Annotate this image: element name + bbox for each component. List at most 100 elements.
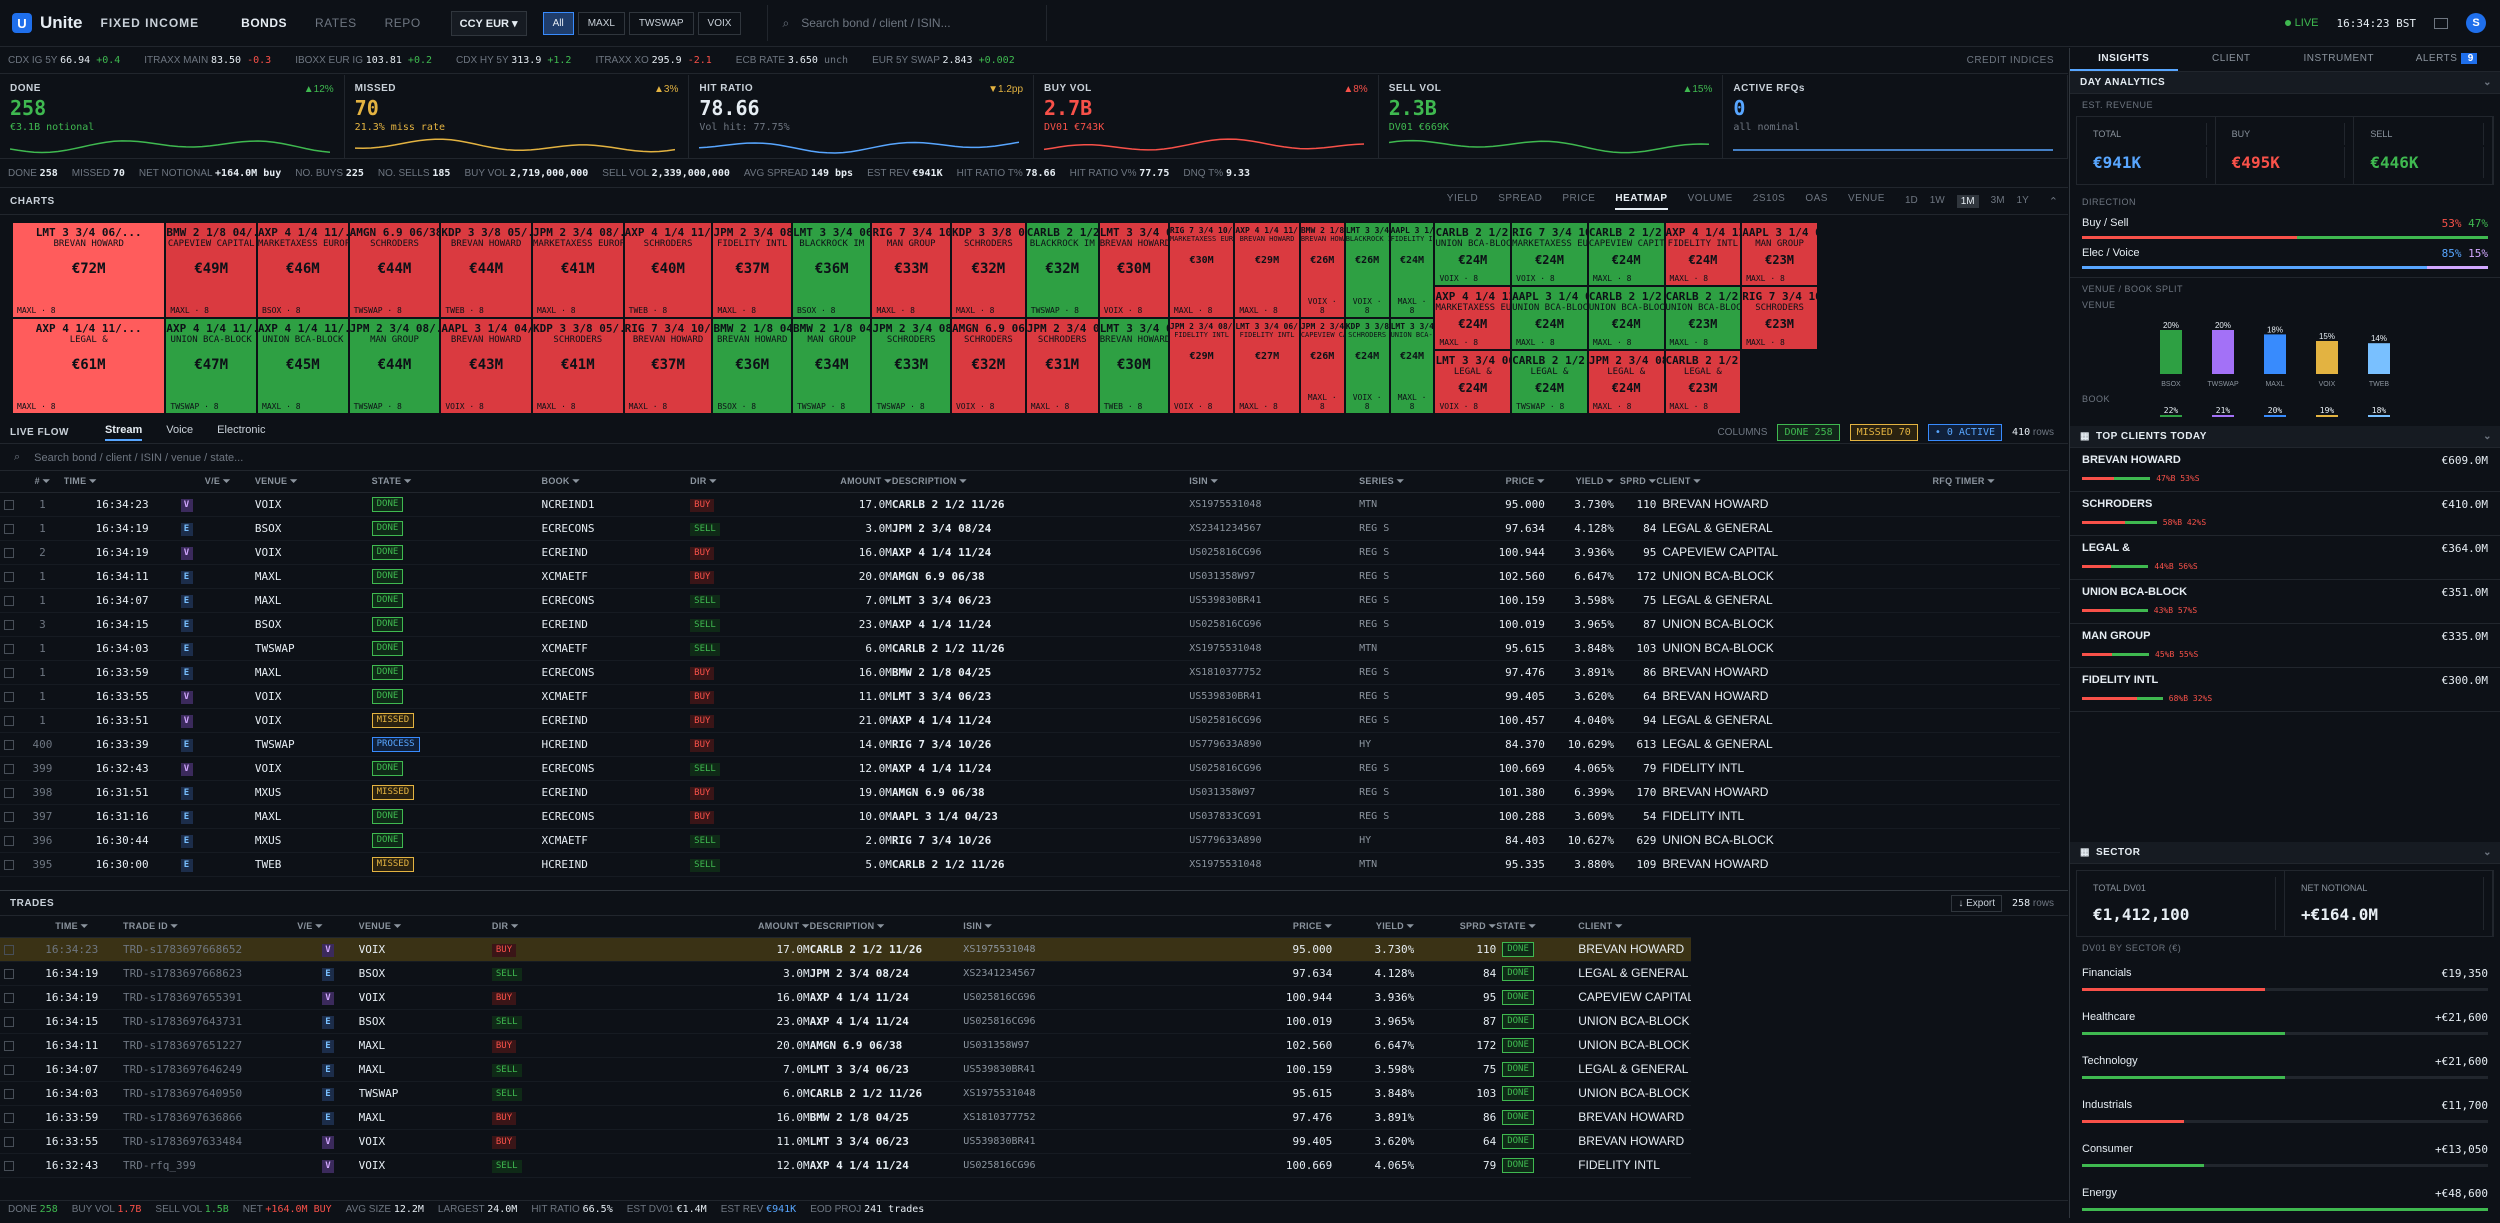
row-checkbox-cell[interactable] — [0, 1129, 20, 1153]
nav-repo[interactable]: REPO — [385, 16, 421, 30]
column-header-sprd[interactable]: SPRD ⏷ — [1414, 917, 1496, 937]
heatmap-cell[interactable]: AXP 4 1/4 11/...MARKETAXESS EUROPE€24MMA… — [1434, 286, 1511, 350]
row-checkbox[interactable] — [4, 1113, 14, 1123]
column-header-description[interactable]: DESCRIPTION ⏷ — [892, 472, 1189, 492]
sector-row[interactable]: Consumer+€13,050 — [2070, 1135, 2500, 1179]
row-checkbox[interactable] — [4, 836, 14, 846]
row-checkbox[interactable] — [4, 692, 14, 702]
row-checkbox-cell[interactable] — [0, 516, 21, 540]
column-header-trade-id[interactable]: TRADE ID ⏷ — [123, 917, 297, 937]
columns-button[interactable]: COLUMNS — [1717, 427, 1767, 438]
heatmap-cell[interactable]: CARLB 2 1/2 11/...UNION BCA-BLOCK€24MMAX… — [1588, 286, 1665, 350]
column-header-time[interactable]: TIME ⏷ — [20, 917, 122, 937]
select-all[interactable] — [0, 917, 20, 937]
period-3m[interactable]: 3M — [1991, 195, 2005, 208]
row-checkbox-cell[interactable] — [0, 852, 21, 876]
active-badge[interactable]: • 0 ACTIVE — [1928, 424, 2002, 441]
insights-tab-instrument[interactable]: INSTRUMENT — [2285, 48, 2393, 71]
live-flow-search[interactable]: ⌕Search bond / client / ISIN / venue / s… — [0, 445, 2068, 471]
column-header-description[interactable]: DESCRIPTION ⏷ — [810, 917, 964, 937]
sector-row[interactable]: Industrials€11,700 — [2070, 1091, 2500, 1135]
heatmap-cell[interactable]: LMT 3 3/4 06/...UNION BCA-BLOCK€24MMAXL … — [1390, 318, 1435, 414]
heatmap-cell[interactable]: CARLB 2 1/2 11/...UNION BCA-BLOCK€23MMAX… — [1665, 286, 1742, 350]
row-checkbox[interactable] — [4, 572, 14, 582]
row-checkbox[interactable] — [4, 812, 14, 822]
period-1m[interactable]: 1M — [1957, 195, 1979, 208]
global-search[interactable]: ⌕Search bond / client / ISIN... — [767, 5, 1047, 41]
sector-row[interactable]: Energy+€48,600 — [2070, 1179, 2500, 1223]
column-header-amount[interactable]: AMOUNT ⏷ — [656, 917, 810, 937]
row-checkbox-cell[interactable] — [0, 780, 21, 804]
export-button[interactable]: ↓ Export — [1951, 895, 2002, 912]
heatmap-cell[interactable]: JPM 2 3/4 08/...MARKETAXESS EUROPE€41MMA… — [532, 222, 624, 318]
row-checkbox[interactable] — [4, 788, 14, 798]
row-checkbox[interactable] — [4, 500, 14, 510]
row-checkbox[interactable] — [4, 668, 14, 678]
column-header-amount[interactable]: AMOUNT ⏷ — [754, 472, 892, 492]
row-checkbox-cell[interactable] — [0, 937, 20, 961]
heatmap-cell[interactable]: RIG 7 3/4 10/...MARKETAXESS EUROPE€24MVO… — [1511, 222, 1588, 286]
missed-badge[interactable]: MISSED 70 — [1850, 424, 1918, 441]
sector-row[interactable]: Technology+€21,600 — [2070, 1047, 2500, 1091]
venue-tab-twswap[interactable]: TWSWAP — [629, 12, 694, 35]
row-checkbox[interactable] — [4, 1137, 14, 1147]
row-checkbox-cell[interactable] — [0, 961, 20, 985]
column-header-price[interactable]: PRICE ⏷ — [1179, 917, 1333, 937]
column-header-series[interactable]: SERIES ⏷ — [1359, 472, 1476, 492]
row-checkbox[interactable] — [4, 1041, 14, 1051]
heatmap-cell[interactable]: AXP 4 1/4 11/...UNION BCA-BLOCK€47MTWSWA… — [165, 318, 257, 414]
row-checkbox-cell[interactable] — [0, 1057, 20, 1081]
row-checkbox-cell[interactable] — [0, 985, 20, 1009]
row-checkbox-cell[interactable] — [0, 708, 21, 732]
done-badge[interactable]: DONE 258 — [1777, 424, 1839, 441]
select-all[interactable] — [0, 472, 21, 492]
row-checkbox[interactable] — [4, 596, 14, 606]
column-header-book[interactable]: BOOK ⏷ — [542, 472, 691, 492]
row-checkbox[interactable] — [4, 1065, 14, 1075]
row-checkbox[interactable] — [4, 644, 14, 654]
period-1w[interactable]: 1W — [1930, 195, 1945, 208]
chart-tab-venue[interactable]: VENUE — [1848, 193, 1885, 210]
row-checkbox-cell[interactable] — [0, 1081, 20, 1105]
period-1d[interactable]: 1D — [1905, 195, 1918, 208]
venue-bar-maxl[interactable] — [2264, 334, 2286, 374]
collapse-icon[interactable]: ⌃ — [2049, 195, 2058, 208]
insights-tab-client[interactable]: CLIENT — [2178, 48, 2286, 71]
venue-bar-tweb[interactable] — [2368, 343, 2390, 374]
column-header-state[interactable]: STATE ⏷ — [1496, 917, 1578, 937]
heatmap-cell[interactable]: AAPL 3 1/4 04/...UNION BCA-BLOCK€24MMAXL… — [1511, 286, 1588, 350]
day-analytics-header[interactable]: DAY ANALYTICS⌄ — [2070, 72, 2500, 94]
column-header-v-e[interactable]: V/E ⏷ — [181, 472, 255, 492]
layout-toggle-icon[interactable] — [2434, 18, 2448, 29]
chart-tab-volume[interactable]: VOLUME — [1688, 193, 1733, 210]
